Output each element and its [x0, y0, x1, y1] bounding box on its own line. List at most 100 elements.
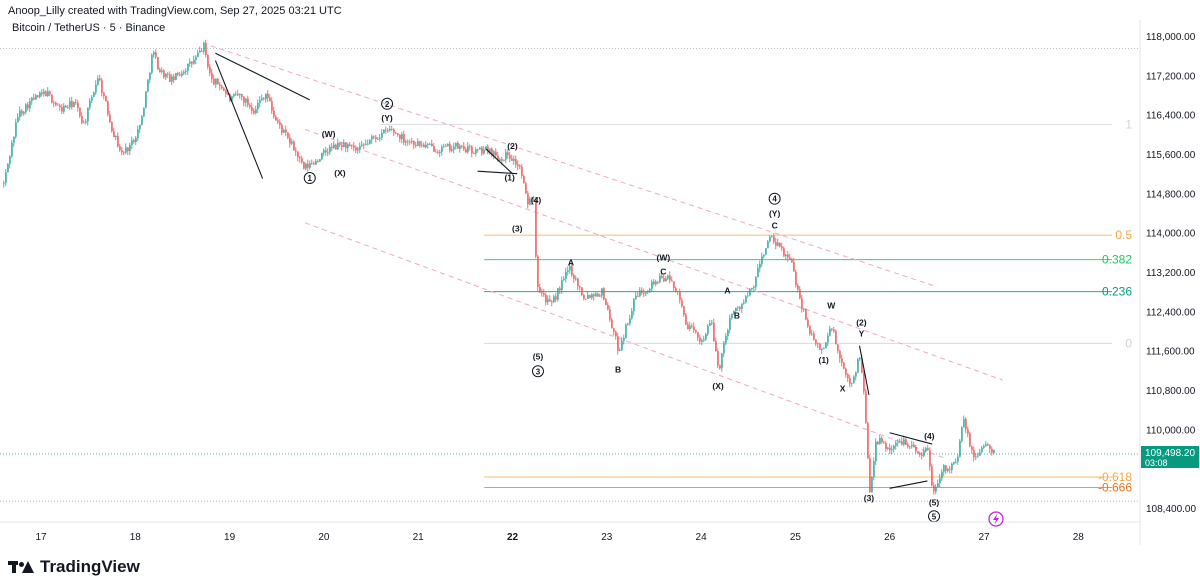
candle-body: [475, 149, 477, 154]
fib-label--0.618: -0.618: [1098, 470, 1132, 484]
candle-body: [233, 94, 235, 97]
candle-body: [521, 166, 523, 176]
candle-body: [137, 129, 139, 139]
candle-body: [653, 281, 655, 285]
candle-body: [469, 146, 471, 148]
candle-body: [51, 94, 53, 103]
candle-body: [175, 73, 177, 80]
candle-body: [651, 281, 653, 289]
wave-circle-18: [768, 192, 781, 205]
candle-body: [965, 419, 967, 430]
trend-line-2: [485, 148, 513, 175]
candle-body: [741, 303, 743, 309]
price-tick-9: 110,800.00: [1146, 386, 1196, 397]
candle-body: [231, 96, 233, 102]
candle-body: [973, 450, 975, 458]
candle-body: [693, 326, 695, 331]
candle-body: [853, 376, 855, 384]
candle-body: [373, 136, 375, 138]
candle-body: [417, 141, 419, 146]
candle-body: [55, 102, 57, 105]
candle-body: [991, 448, 993, 453]
candle-body: [325, 150, 327, 153]
candle-body: [139, 124, 141, 130]
candle-body: [725, 336, 727, 344]
candle-body: [105, 96, 107, 102]
time-tick-1: 18: [130, 532, 142, 543]
candle-body: [961, 427, 963, 441]
candle-body: [81, 116, 83, 123]
candle-body: [761, 256, 763, 264]
candle-body: [385, 129, 387, 131]
candle-body: [143, 107, 145, 117]
candle-body: [353, 145, 355, 148]
time-axis[interactable]: 17 18 19 20 21 22 23 24 25 26 27 28: [0, 521, 1140, 543]
candle-body: [439, 151, 441, 153]
candle-body: [463, 145, 465, 150]
candle-body: [885, 442, 887, 449]
candle-body: [793, 262, 795, 272]
candle-body: [927, 448, 929, 451]
candle-body: [285, 129, 287, 133]
candle-body: [59, 105, 61, 108]
candle-body: [575, 278, 577, 280]
candle-body: [165, 73, 167, 78]
wave-label-4: (Y): [381, 113, 393, 123]
footer-branding: TradingView: [8, 555, 140, 579]
price-tick-2: 116,400.00: [1146, 111, 1196, 122]
wave-label-9: (5): [533, 352, 544, 362]
candle-body: [979, 452, 981, 456]
channel-line-2: [304, 222, 947, 460]
candle-body: [897, 442, 899, 444]
candle-body: [509, 155, 511, 159]
candle-body: [241, 93, 243, 97]
candle-body: [69, 100, 71, 108]
candle-body: [637, 295, 639, 297]
candle-body: [671, 280, 673, 282]
candle-body: [419, 141, 421, 146]
wave-label-14: C: [660, 266, 666, 276]
lightning-icon[interactable]: [988, 511, 1004, 527]
candle-body: [121, 150, 123, 153]
candle-body: [947, 468, 949, 471]
candle-body: [691, 325, 693, 327]
fib-level-lines: 1 0.5 0.382 0.236 0 -0.618-0.666: [0, 47, 1140, 502]
candle-body: [687, 324, 689, 329]
candle-body: [287, 132, 289, 138]
candle-body: [187, 63, 189, 72]
candle-body: [795, 271, 797, 286]
candle-body: [565, 271, 567, 279]
candle-body: [459, 145, 461, 149]
price-axis[interactable]: 118,000.00 117,200.00 116,400.00 115,600.00…: [1139, 20, 1196, 545]
candle-body: [871, 477, 873, 493]
candle-body: [733, 310, 735, 314]
candle-body: [609, 309, 611, 320]
candle-body: [213, 78, 215, 85]
time-tick-11: 28: [1073, 532, 1085, 543]
candle-body: [91, 97, 93, 101]
candle-body: [731, 313, 733, 319]
candle-body: [195, 56, 197, 61]
candle-body: [299, 157, 301, 159]
candle-body: [13, 136, 15, 143]
candle-body: [89, 100, 91, 108]
candle-body: [835, 331, 837, 345]
candle-body: [413, 141, 415, 145]
candle-body: [625, 324, 627, 338]
candle-body: [85, 121, 87, 123]
candle-body: [303, 162, 305, 169]
wave-label-5: (2): [507, 141, 518, 151]
wave-label-18: 4: [772, 195, 777, 204]
candle-body: [219, 84, 221, 87]
candle-body: [379, 137, 381, 139]
candle-body: [713, 322, 715, 342]
candle-body: [695, 330, 697, 333]
candle-body: [905, 439, 907, 445]
candle-body: [563, 278, 565, 281]
price-tick-11: 108,400.00: [1146, 504, 1196, 515]
candle-body: [251, 106, 253, 111]
candle-body: [87, 107, 89, 122]
candle-body: [643, 292, 645, 294]
candle-body: [869, 458, 871, 493]
